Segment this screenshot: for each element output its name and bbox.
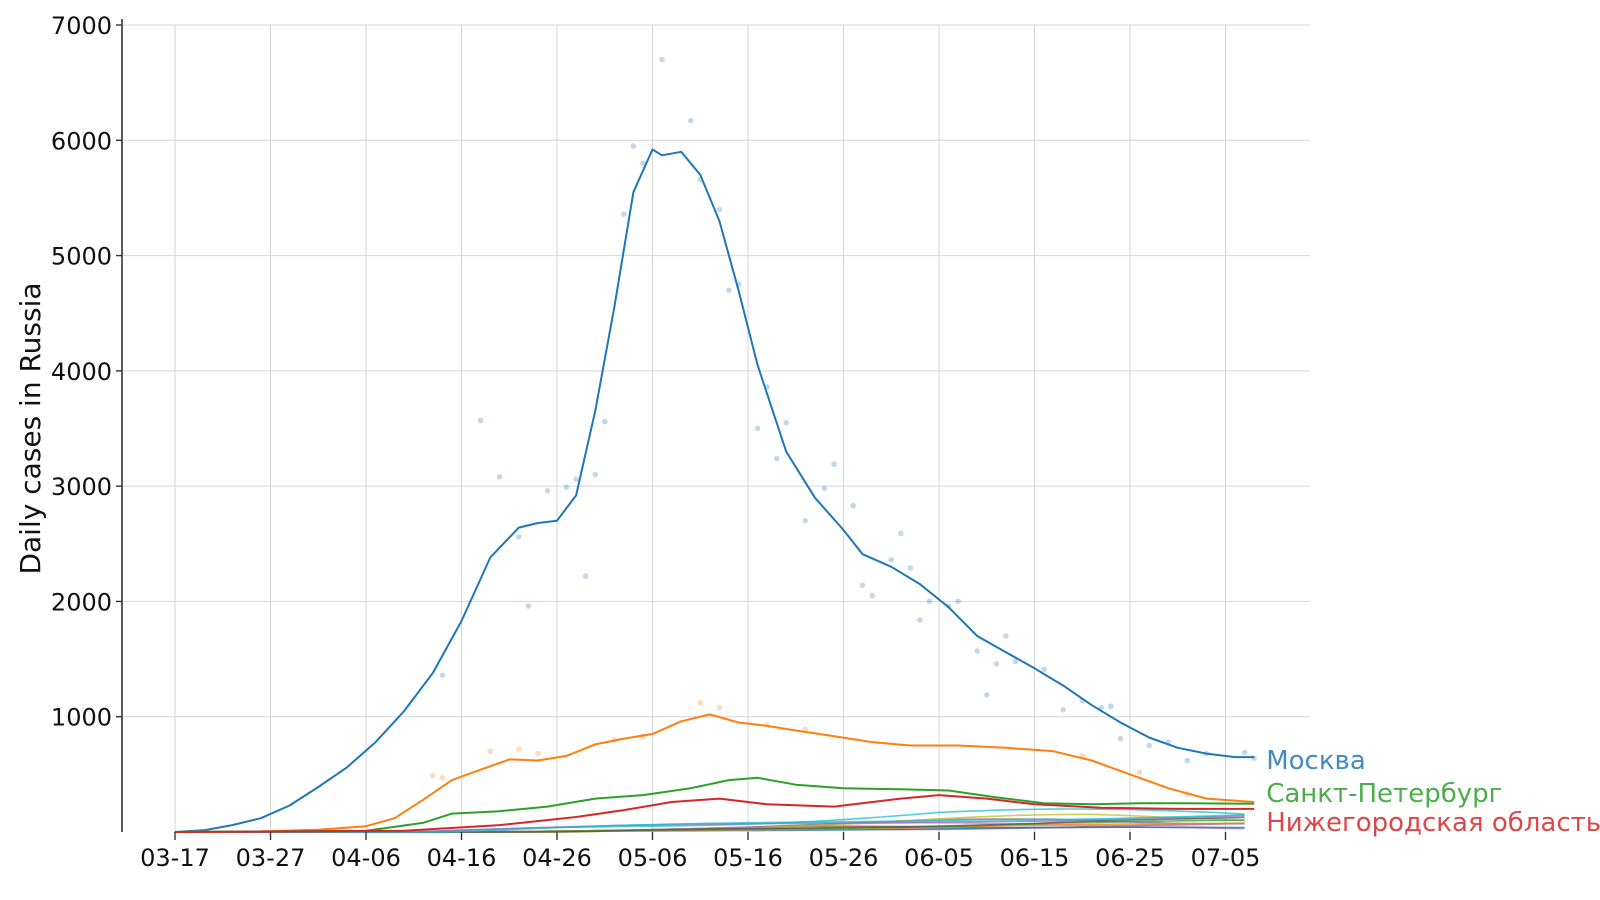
x-tick-label: 06-25 <box>1095 844 1165 872</box>
moscow-daily-point <box>477 417 484 424</box>
y-axis-label: Daily cases in Russia <box>14 282 47 574</box>
moscow-daily-point <box>1241 749 1248 756</box>
moscow-daily-point <box>955 598 961 605</box>
spb-label: Санкт-Петербург <box>1266 779 1502 809</box>
moscow-daily-point <box>1041 666 1047 673</box>
moscow_region-daily-point <box>535 750 541 757</box>
y-tick-label: 6000 <box>51 127 112 155</box>
ticks-layer: 1000 2000 3000 4000 5000 6000 7000 03-17 03-27 04… <box>51 12 1260 872</box>
moscow-daily-point <box>516 534 522 540</box>
moscow-daily-point <box>802 517 809 524</box>
x-tick-label: 04-16 <box>427 844 497 872</box>
moscow-daily-point <box>984 692 990 698</box>
moscow-daily-point <box>563 484 570 491</box>
moscow_region-daily-point <box>516 746 522 752</box>
moscow-daily-point <box>859 582 866 589</box>
moscow-daily-point <box>659 56 665 63</box>
moscow-daily-point <box>993 660 1000 667</box>
moscow-daily-point <box>1184 757 1191 764</box>
moscow-daily-point <box>850 502 856 509</box>
moscow-daily-point <box>917 617 923 623</box>
moscow-daily-point <box>831 461 837 468</box>
moscow-daily-point <box>496 474 503 480</box>
moscow_region-daily-point <box>487 748 494 755</box>
x-tick-label: 03-17 <box>140 844 210 872</box>
moscow-daily-point <box>582 573 589 579</box>
moscow-daily-point <box>687 117 694 124</box>
moscow-daily-point <box>621 211 627 217</box>
moscow-daily-point <box>898 530 904 537</box>
x-tick-label: 05-16 <box>713 844 783 872</box>
moscow-daily-point <box>716 206 723 213</box>
moscow-daily-point <box>726 287 732 294</box>
moscow_region-daily-point <box>439 775 446 781</box>
grid-layer <box>122 24 1310 832</box>
x-tick-label: 04-06 <box>331 844 401 872</box>
moscow-daily-point <box>1003 633 1009 639</box>
moscow-daily-point <box>907 565 914 571</box>
x-tick-label: 04-26 <box>522 844 592 872</box>
moscow-daily-point <box>773 455 780 462</box>
nizhny-label: Нижегородская область <box>1266 808 1600 838</box>
moscow_region-line <box>174 713 1255 833</box>
x-tick-label: 05-06 <box>618 844 688 872</box>
moscow-daily-point <box>1060 707 1066 713</box>
y-tick-label: 2000 <box>51 588 112 616</box>
moscow-daily-point <box>1098 704 1105 711</box>
spb-line <box>174 776 1255 833</box>
moscow-daily-point <box>974 648 980 654</box>
moscow-daily-point <box>439 672 446 678</box>
moscow_region-daily-point <box>1136 769 1143 775</box>
moscow-daily-point <box>1117 735 1124 742</box>
moscow-daily-point <box>888 557 895 563</box>
x-tick-label: 03-27 <box>236 844 306 872</box>
moscow-daily-point <box>754 425 761 432</box>
daily-points-layer <box>430 56 1257 797</box>
moscow-daily-point <box>525 603 532 609</box>
moscow-daily-point <box>544 488 551 494</box>
moscow-daily-point <box>602 418 608 425</box>
moscow-label: Москва <box>1266 746 1366 776</box>
x-tick-label: 06-15 <box>1000 844 1070 872</box>
x-tick-label: 06-05 <box>904 844 974 872</box>
moscow-daily-point <box>1108 703 1114 710</box>
moscow-daily-point <box>630 143 637 149</box>
moscow-daily-point <box>1146 742 1152 749</box>
moscow-daily-point <box>640 160 646 167</box>
y-tick-label: 3000 <box>51 473 112 501</box>
moscow-daily-point <box>592 471 598 478</box>
y-tick-label: 5000 <box>51 243 112 271</box>
moscow-line <box>174 148 1255 833</box>
x-tick-label: 05-26 <box>809 844 879 872</box>
y-tick-label: 4000 <box>51 358 112 386</box>
x-tick-label: 07-05 <box>1191 844 1261 872</box>
moscow-daily-point <box>926 598 933 605</box>
moscow-daily-point <box>869 592 875 599</box>
moscow_region-daily-point <box>430 772 436 779</box>
moscow-daily-point <box>573 476 579 483</box>
moscow-daily-point <box>1012 658 1019 665</box>
series-lines-layer <box>174 148 1255 833</box>
moscow_region-daily-point <box>716 704 723 711</box>
y-tick-label: 7000 <box>51 12 112 40</box>
moscow_region-daily-point <box>697 700 704 706</box>
moscow-daily-point <box>821 485 828 492</box>
moscow-daily-point <box>783 419 789 426</box>
y-tick-label: 1000 <box>51 704 112 732</box>
nizhny-line <box>174 794 1255 833</box>
